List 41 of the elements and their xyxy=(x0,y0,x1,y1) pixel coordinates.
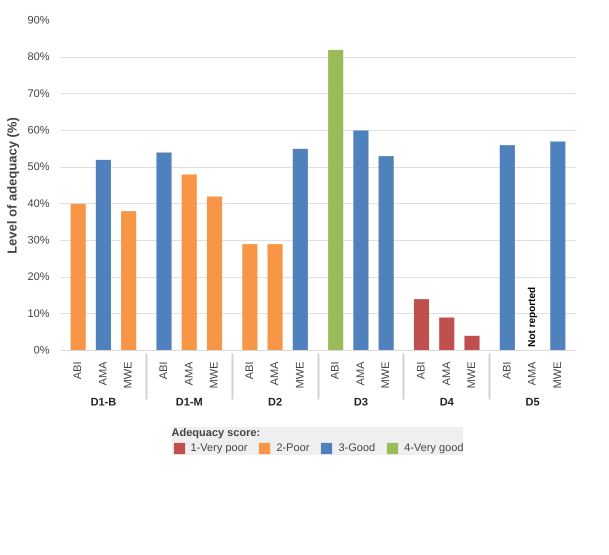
x-tick-label: ABI xyxy=(416,361,428,380)
text: D2 xyxy=(268,396,282,408)
y-tick-label: 10% xyxy=(27,308,50,320)
y-tick-label: 40% xyxy=(27,198,50,210)
x-tick-label: MWE xyxy=(208,361,220,388)
legend-label: 1-Very poor xyxy=(190,442,248,454)
text: D4 xyxy=(440,396,455,408)
x-tick-label: ABI xyxy=(158,361,170,380)
x-tick-label: AMA xyxy=(526,360,539,386)
text: D5 xyxy=(526,396,540,408)
x-tick-label: ABI xyxy=(501,361,514,380)
x-tick-label: ABI xyxy=(330,361,342,380)
x-tick-label: MWE xyxy=(380,361,392,388)
x-tick-label: AMA xyxy=(269,360,282,386)
y-tick-label: 70% xyxy=(27,88,50,100)
x-tick-label: MWE xyxy=(294,361,306,388)
y-tick-label: 90% xyxy=(27,14,50,26)
x-tick-label: MWE xyxy=(122,361,135,388)
x-tick-label: AMA xyxy=(183,360,196,386)
y-tick-label: 0% xyxy=(34,344,50,356)
legend-label: 4-Very good xyxy=(404,442,464,454)
x-tick-label: ABI xyxy=(244,361,256,380)
x-tick-label: MWE xyxy=(466,361,478,388)
text: D1-M xyxy=(176,396,203,408)
x-tick-label: ABI xyxy=(72,361,84,380)
y-tick-label: 80% xyxy=(27,51,50,64)
text: D1-B xyxy=(90,396,116,408)
legend-label: 2-Poor xyxy=(276,442,310,454)
x-tick-label: MWE xyxy=(552,361,564,388)
text: Not reported xyxy=(527,286,538,347)
x-tick-label: AMA xyxy=(97,360,110,386)
y-axis-title: Level of adequacy (%) xyxy=(4,117,20,254)
legend-title: Adequacy score: xyxy=(172,427,262,439)
y-tick-label: 20% xyxy=(27,271,50,284)
x-tick-label: AMA xyxy=(354,360,367,386)
x-tick-label: AMA xyxy=(440,360,453,386)
text: D3 xyxy=(354,396,368,408)
legend-label: 3-Good xyxy=(338,442,376,454)
y-tick-label: 50% xyxy=(27,161,50,174)
y-tick-label: 30% xyxy=(27,234,50,246)
y-tick-label: 60% xyxy=(27,124,50,136)
